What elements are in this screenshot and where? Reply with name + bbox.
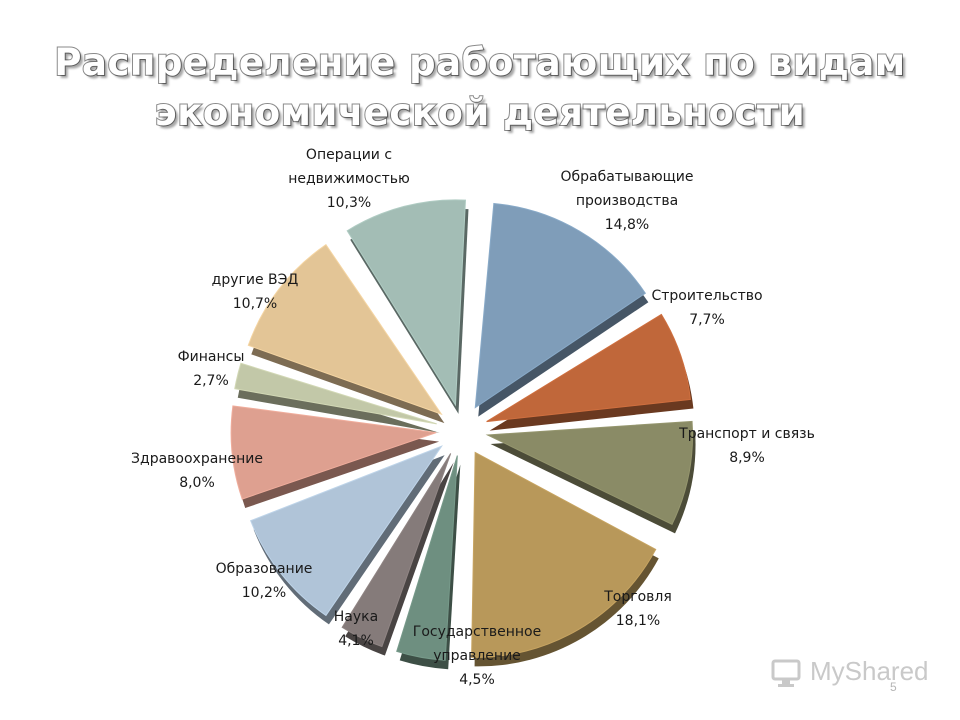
slice-category-label: Образование bbox=[216, 561, 313, 577]
slice-value-label: 10,3% bbox=[327, 195, 371, 211]
slice-label: Образование 10,2% bbox=[216, 561, 313, 601]
slice-value-label: 4,5% bbox=[459, 672, 495, 688]
slice-label: Операции с недвижимостью 10,3% bbox=[288, 147, 410, 211]
slice-value-label: 8,0% bbox=[179, 475, 215, 491]
slice-value-label: 2,7% bbox=[193, 373, 229, 389]
slice-category-label: Наука bbox=[334, 609, 378, 625]
slice-value-label: 7,7% bbox=[689, 312, 725, 328]
slice-value-label: 14,8% bbox=[605, 217, 649, 233]
pie-slice bbox=[234, 362, 437, 425]
slice-category-label: Государственное bbox=[413, 624, 541, 640]
pie-slice bbox=[486, 313, 691, 423]
slice-label: Транспорт и связь 8,9% bbox=[678, 426, 815, 466]
pie-slice bbox=[485, 420, 694, 525]
pie-slice bbox=[471, 451, 657, 658]
pie-slice bbox=[396, 455, 458, 661]
slice-value-label: 10,7% bbox=[233, 296, 277, 312]
watermark: MyShared bbox=[770, 654, 940, 690]
slice-label: Строительство 7,7% bbox=[651, 288, 762, 328]
pie-slice bbox=[230, 405, 437, 500]
slice-category-label: управление bbox=[433, 648, 521, 664]
slice-value-label: 18,1% bbox=[616, 613, 660, 629]
watermark-text: MyShared bbox=[810, 656, 929, 686]
chart-title: Распределение работающих по видам эконом… bbox=[0, 38, 960, 138]
slice-label: Здравоохранение 8,0% bbox=[131, 451, 263, 491]
pie-slice bbox=[474, 202, 647, 409]
slice-category-label: Здравоохранение bbox=[131, 451, 263, 467]
pie-slice bbox=[341, 453, 452, 648]
slice-label: другие ВЭД 10,7% bbox=[212, 272, 299, 312]
slice-label: Обрабатывающие производства 14,8% bbox=[560, 169, 693, 233]
slice-category-label: Операции с bbox=[306, 147, 392, 163]
slice-category-label: Строительство bbox=[651, 288, 762, 304]
slice-category-label: Торговля bbox=[603, 589, 672, 605]
slice-category-label: производства bbox=[576, 193, 678, 209]
slice-category-label: другие ВЭД bbox=[212, 272, 299, 288]
pie-slice bbox=[247, 244, 443, 416]
slice-value-label: 8,9% bbox=[729, 450, 765, 466]
slice-category-label: Транспорт и связь bbox=[678, 426, 815, 442]
pie-slice bbox=[346, 199, 467, 407]
slice-label: Финансы 2,7% bbox=[178, 349, 245, 389]
chart-title-line-2: экономической деятельности bbox=[154, 90, 806, 135]
slice-label: Торговля 18,1% bbox=[603, 589, 672, 629]
page-number: 5 bbox=[890, 680, 897, 694]
slice-category-label: недвижимостью bbox=[288, 171, 410, 187]
pie-slice bbox=[250, 445, 443, 617]
slice-category-label: Финансы bbox=[178, 349, 245, 365]
slice-value-label: 10,2% bbox=[242, 585, 286, 601]
slice-category-label: Обрабатывающие bbox=[560, 169, 693, 185]
slice-value-label: 4,1% bbox=[338, 633, 374, 649]
monitor-icon bbox=[771, 659, 801, 687]
slice-label: Государственное управление 4,5% bbox=[413, 624, 541, 688]
slice-label: Наука 4,1% bbox=[334, 609, 378, 649]
chart-title-line-1: Распределение работающих по видам bbox=[53, 40, 906, 85]
